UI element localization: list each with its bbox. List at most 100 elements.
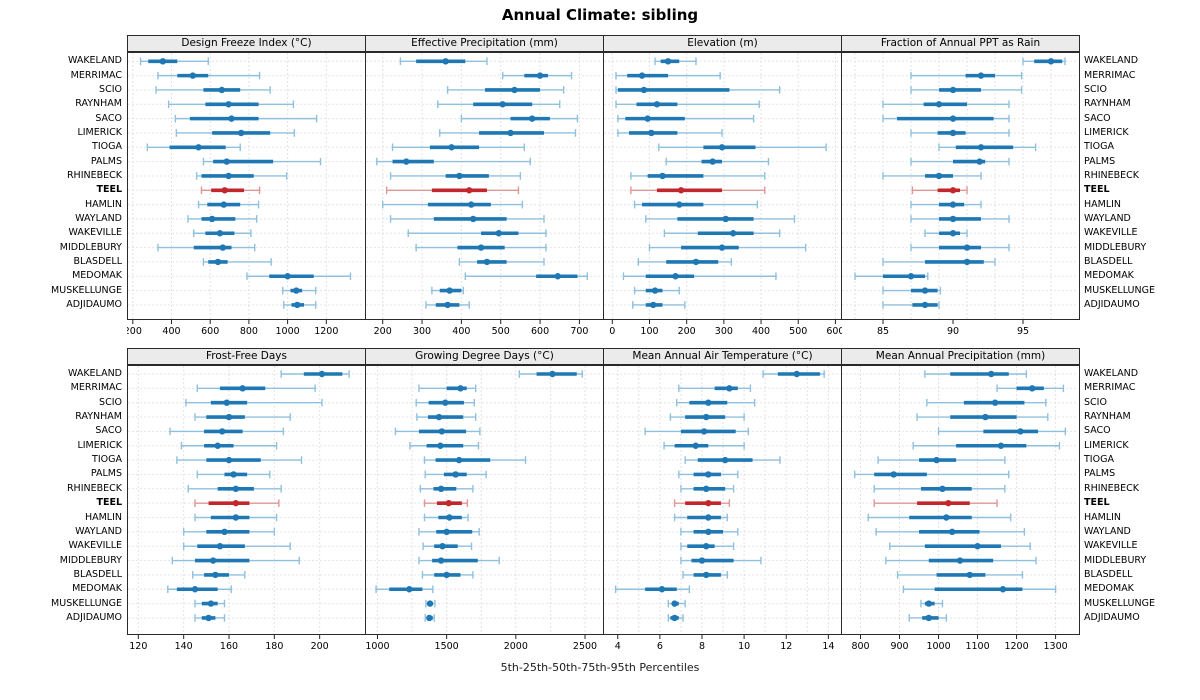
station-label-left-wayland: WAYLAND [75, 212, 122, 224]
series-medomak [167, 585, 232, 594]
series-palms [196, 470, 271, 479]
station-label-right-tioga: TIOGA [1084, 141, 1114, 153]
station-label-right-blasdell: BLASDELL [1084, 568, 1133, 580]
series-teel [673, 499, 731, 507]
axis-tick-label: 200 [127, 326, 142, 337]
axis-tick-label: 300 [413, 326, 431, 337]
station-label-right-wakeville: WAKEVILLE [1084, 227, 1138, 239]
series-rhinebeck [389, 172, 522, 180]
station-label-right-muskellunge: MUSKELLUNGE [1084, 597, 1155, 609]
series-saco [169, 427, 285, 436]
series-blasdell [192, 571, 246, 579]
series-tioga [146, 143, 241, 152]
axis-tick-label: 85 [877, 326, 889, 337]
series-limerick [912, 441, 1061, 450]
station-label-right-hamlin: HAMLIN [1084, 198, 1122, 210]
series-palms [678, 470, 739, 479]
station-label-left-adjidaumo: ADJIDAUMO [66, 298, 122, 310]
station-label-right-raynham: RAYNHAM [1084, 411, 1131, 423]
station-label-left-hamlin: HAMLIN [84, 511, 122, 523]
station-label-left-merrimac: MERRIMAC [70, 69, 122, 81]
series-saco [937, 427, 1067, 436]
series-rhinebeck [187, 485, 282, 493]
station-label-right-rhinebeck: RHINEBECK [1084, 169, 1140, 181]
series-saco [617, 114, 755, 123]
axis-tick-label: 1000 [365, 641, 389, 652]
station-label-right-limerick: LIMERICK [1084, 439, 1129, 451]
series-teel [200, 186, 261, 195]
axis-tick-label: 1200 [1004, 641, 1028, 652]
series-wayland [389, 215, 545, 223]
panel-title: Effective Precipitation (mm) [365, 35, 604, 52]
axis-tick-label: 160 [220, 641, 238, 652]
series-wakeville [680, 542, 735, 550]
station-label-left-middlebury: MIDDLEBURY [59, 554, 122, 566]
station-label-left-limerick: LIMERICK [77, 439, 122, 451]
series-teel [423, 499, 469, 507]
station-label-right-blasdell: BLASDELL [1084, 255, 1133, 267]
series-rhinebeck [630, 172, 766, 180]
series-wakeville [182, 542, 291, 550]
series-blasdell [882, 258, 996, 266]
series-wayland [645, 215, 796, 223]
panel-plot: 800 900 1000 1100 1200 1300 [841, 365, 1080, 652]
series-blasdell [202, 258, 272, 266]
series-wakeland [518, 370, 583, 378]
series-hamlin [194, 513, 278, 522]
series-saco [644, 427, 750, 436]
series-raynham [416, 413, 477, 421]
series-tioga [658, 143, 827, 152]
station-label-right-adjidaumo: ADJIDAUMO [1084, 298, 1140, 310]
series-wakeville [407, 229, 547, 238]
series-raynham [916, 413, 1049, 421]
series-adjidaumo [283, 301, 317, 309]
series-raynham [194, 413, 291, 421]
series-wakeland [1022, 57, 1066, 66]
station-label-left-medomak: MEDOMAK [72, 583, 122, 595]
station-label-right-middlebury: MIDDLEBURY [1084, 554, 1147, 566]
axis-tick-label: 0 [609, 326, 615, 337]
panel-plot: 1000 1500 2000 2500 [365, 365, 604, 652]
percentile-caption: 5th-25th-50th-75th-95th Percentiles [500, 661, 700, 674]
station-label-right-middlebury: MIDDLEBURY [1084, 241, 1147, 253]
axis-tick-label: 2500 [573, 641, 597, 652]
series-wakeland [399, 57, 488, 66]
series-tioga [938, 143, 1037, 152]
station-label-right-teel: TEEL [1084, 497, 1110, 509]
series-palms [424, 470, 487, 479]
series-scio [926, 398, 1047, 407]
series-wakeville [889, 542, 1031, 550]
axis-tick-label: 2000 [504, 641, 528, 652]
station-label-left-scio: SCIO [99, 83, 122, 95]
series-hamlin [633, 200, 759, 209]
series-adjidaumo [425, 301, 470, 309]
series-teel [911, 186, 968, 195]
station-label-right-saco: SACO [1084, 425, 1111, 437]
series-hamlin [197, 200, 260, 209]
axis-tick-label: 600 [201, 326, 219, 337]
station-label-left-rhinebeck: RHINEBECK [66, 482, 122, 494]
series-scio [676, 398, 756, 407]
series-rhinebeck [882, 172, 982, 180]
station-label-right-raynham: RAYNHAM [1084, 98, 1131, 110]
series-wakeland [654, 57, 697, 66]
series-hamlin [867, 513, 1012, 522]
series-rhinebeck [873, 485, 1006, 493]
station-label-right-medomak: MEDOMAK [1084, 270, 1134, 282]
station-label-right-wakeland: WAKELAND [1084, 55, 1139, 67]
series-middlebury [885, 556, 1037, 565]
station-label-left-raynham: RAYNHAM [75, 98, 122, 110]
series-blasdell [458, 258, 545, 266]
series-blasdell [637, 258, 732, 266]
panel-growing-degree-days-c: Growing Degree Days (°C) 1000 1500 2000 2500 [365, 348, 604, 653]
axis-tick-label: 8 [699, 641, 705, 652]
station-label-left-saco: SACO [95, 112, 122, 124]
series-wakeville [422, 542, 473, 550]
axis-tick-label: 700 [570, 326, 588, 337]
axis-tick-label: 400 [452, 326, 470, 337]
axis-tick-label: 4 [615, 641, 621, 652]
series-merrimac [196, 384, 316, 393]
series-merrimac [157, 71, 261, 80]
panel-title: Design Freeze Index (°C) [127, 35, 366, 52]
series-middlebury [157, 243, 256, 252]
